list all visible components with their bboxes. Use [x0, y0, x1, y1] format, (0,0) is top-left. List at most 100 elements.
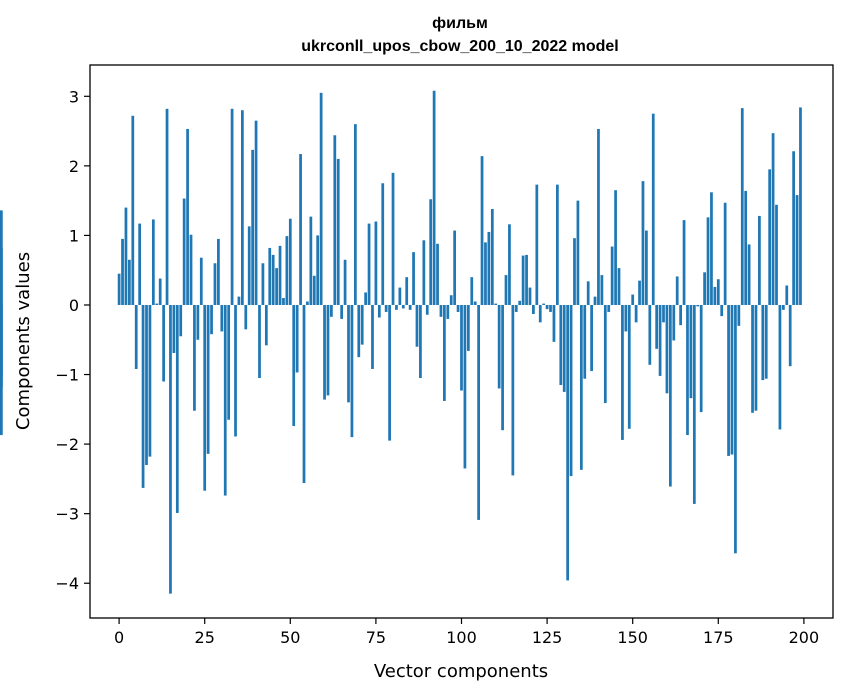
- bar-50: [288, 218, 292, 305]
- bar-56: [309, 216, 313, 305]
- chart-title-line-1: фильм: [432, 15, 488, 32]
- bar-90: [425, 304, 429, 315]
- bar-186: [754, 304, 758, 411]
- bar-66: [343, 259, 347, 305]
- bar-10: [151, 219, 155, 305]
- bar-81: [395, 304, 398, 310]
- bar-83: [401, 304, 405, 309]
- bar-165: [682, 220, 686, 305]
- bar-111: [497, 304, 501, 389]
- bar-68: [350, 304, 354, 438]
- bar-45: [271, 254, 275, 305]
- bar-72: [364, 292, 367, 305]
- bar-185: [751, 304, 754, 413]
- bar-127: [552, 304, 556, 342]
- bar-131: [566, 304, 570, 581]
- x-tick-label-25: 25: [195, 628, 215, 647]
- x-tick-label-150: 150: [617, 628, 648, 647]
- bar-5: [134, 304, 138, 369]
- bar-75: [374, 221, 378, 305]
- bar-196: [788, 304, 792, 367]
- bar-62: [330, 304, 333, 317]
- bar-106: [480, 156, 484, 305]
- bar-130: [562, 304, 566, 392]
- bar-120: [528, 287, 532, 305]
- bar-65: [340, 304, 344, 319]
- bar-137: [586, 281, 590, 305]
- bar-124: [542, 303, 546, 305]
- bar-183: [744, 190, 748, 305]
- bar-14: [165, 108, 169, 305]
- bar-49: [285, 236, 289, 305]
- bar-162: [672, 304, 676, 341]
- bar-174: [713, 286, 717, 305]
- bar-101: [463, 304, 467, 469]
- y-tick-label-0: 0: [69, 296, 79, 315]
- bar-179: [730, 304, 734, 455]
- bar-180: [734, 304, 737, 554]
- bar-12: [158, 278, 162, 305]
- bar-32: [227, 304, 231, 420]
- bar-148: [624, 304, 628, 332]
- bar-51: [292, 304, 296, 427]
- bar-151: [634, 304, 638, 323]
- bar-110: [494, 303, 498, 305]
- bar-164: [679, 304, 682, 326]
- bar-104: [473, 301, 477, 305]
- x-axis-label: Vector components: [374, 661, 548, 682]
- bar-173: [710, 192, 713, 305]
- bar-28: [213, 263, 217, 305]
- bar-46: [275, 268, 278, 305]
- bar-118: [521, 255, 525, 305]
- bar-94: [439, 304, 443, 317]
- bar-140: [597, 128, 600, 305]
- y-tick-label-2: 2: [69, 157, 79, 176]
- bar-34: [234, 304, 237, 437]
- y-tick-label--1: −1: [55, 366, 79, 385]
- x-tick-label-0: 0: [114, 628, 124, 647]
- bar-134: [576, 200, 580, 305]
- bar-142: [603, 304, 607, 404]
- y-tick-label-3: 3: [69, 87, 79, 106]
- bar-146: [617, 268, 621, 305]
- bar-92: [432, 90, 436, 305]
- bar-73: [367, 223, 371, 305]
- y-tick-label-1: 1: [69, 226, 79, 245]
- bar-176: [720, 304, 724, 317]
- bar-97: [449, 295, 453, 305]
- bar-71: [360, 304, 364, 345]
- bar-197: [792, 151, 795, 305]
- bar-190: [768, 169, 772, 305]
- y-axis-ticks: −4 −3 −2 −1 0 1 2 3: [55, 87, 90, 593]
- bar-187: [758, 215, 761, 305]
- bar-93: [436, 243, 439, 305]
- bar-121: [532, 304, 535, 315]
- bar-40: [254, 120, 258, 305]
- bar-154: [645, 230, 648, 305]
- bar-177: [723, 202, 727, 305]
- bar-54: [302, 304, 306, 484]
- bar-128: [556, 184, 559, 305]
- bar-117: [518, 300, 522, 305]
- bar-158: [658, 304, 662, 376]
- bar-88: [419, 304, 422, 379]
- bar-129: [559, 304, 563, 385]
- bar-172: [706, 217, 710, 305]
- bar-159: [662, 304, 665, 323]
- bar-113: [504, 275, 508, 305]
- bar-82: [398, 287, 402, 305]
- bar-8: [145, 304, 148, 465]
- bar-123: [538, 304, 542, 323]
- bar-67: [347, 304, 350, 403]
- bar-153: [641, 181, 645, 305]
- bar-89: [422, 240, 426, 305]
- bar-109: [490, 208, 494, 305]
- bar-87: [415, 304, 419, 347]
- bar-184: [747, 244, 751, 305]
- bar-169: [696, 304, 700, 307]
- bar-167: [689, 304, 693, 399]
- bar-4: [131, 115, 135, 305]
- bar-133: [573, 238, 576, 305]
- bar-112: [501, 304, 504, 431]
- bar-136: [583, 304, 587, 379]
